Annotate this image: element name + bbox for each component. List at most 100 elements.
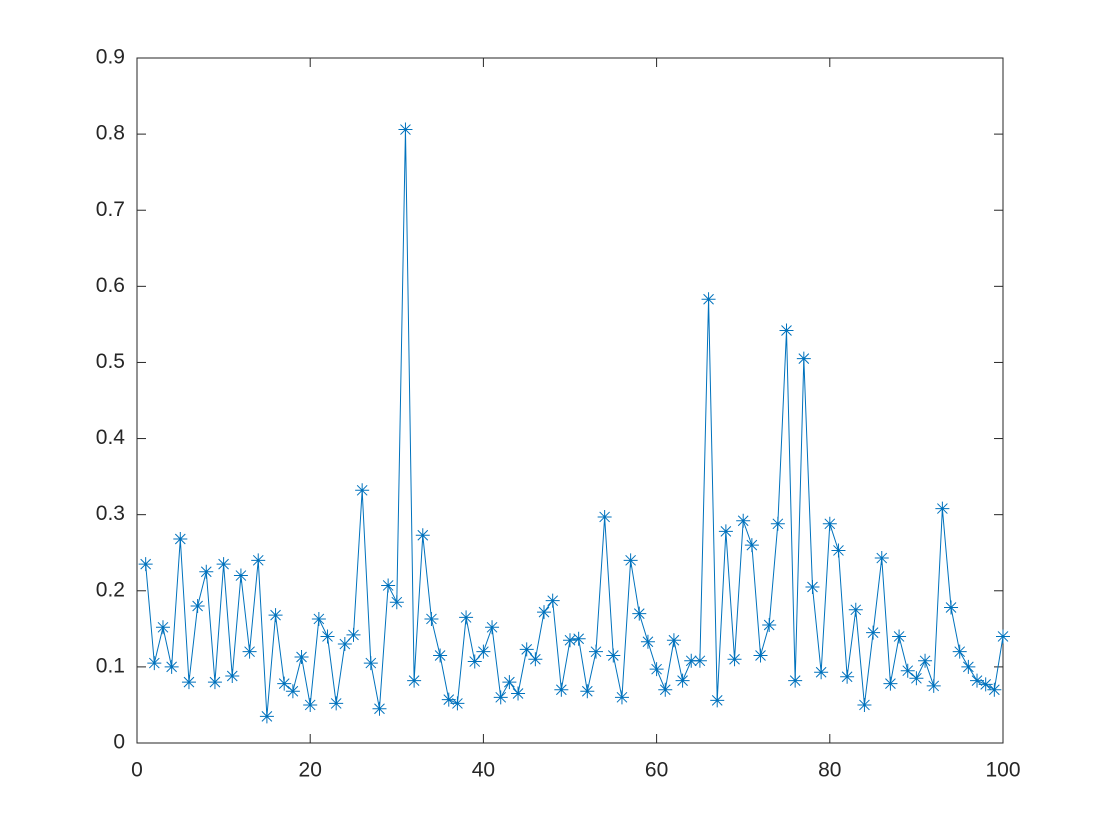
y-tick-label: 0.1 xyxy=(96,654,125,677)
marker xyxy=(277,676,292,691)
marker xyxy=(814,665,829,680)
marker xyxy=(848,602,863,617)
marker xyxy=(441,692,456,707)
marker xyxy=(944,600,959,615)
marker xyxy=(701,292,716,307)
marker xyxy=(857,697,872,712)
marker xyxy=(346,627,361,642)
marker xyxy=(866,625,881,640)
marker xyxy=(398,122,413,137)
marker xyxy=(961,659,976,674)
marker xyxy=(502,675,517,690)
marker xyxy=(632,606,647,621)
marker xyxy=(537,605,552,620)
marker xyxy=(779,323,794,338)
marker xyxy=(467,654,482,669)
marker xyxy=(926,678,941,693)
marker xyxy=(242,644,257,659)
y-tick-label: 0.7 xyxy=(96,198,125,221)
marker xyxy=(831,543,846,558)
marker xyxy=(199,564,214,579)
marker xyxy=(207,675,222,690)
marker xyxy=(909,671,924,686)
marker xyxy=(285,684,300,699)
marker xyxy=(822,516,837,531)
marker xyxy=(970,673,985,688)
marker xyxy=(727,652,742,667)
marker xyxy=(216,557,231,572)
marker xyxy=(181,675,196,690)
marker xyxy=(571,631,586,646)
marker xyxy=(900,663,915,678)
marker xyxy=(433,648,448,663)
x-tick-label: 80 xyxy=(818,759,841,782)
marker xyxy=(718,524,733,539)
marker xyxy=(138,557,153,572)
marker xyxy=(511,686,526,701)
marker xyxy=(762,618,777,633)
x-tick-label: 60 xyxy=(645,759,668,782)
marker xyxy=(606,648,621,663)
marker xyxy=(883,676,898,691)
y-tick-label: 0.8 xyxy=(96,122,125,145)
marker xyxy=(485,620,500,635)
marker xyxy=(796,351,811,366)
marker xyxy=(588,644,603,659)
marker xyxy=(580,684,595,699)
marker xyxy=(147,656,162,671)
marker xyxy=(987,682,1002,697)
y-tick-label: 0.9 xyxy=(96,46,125,69)
marker xyxy=(459,610,474,625)
marker xyxy=(666,633,681,648)
marker xyxy=(528,652,543,667)
marker xyxy=(935,501,950,516)
marker xyxy=(892,629,907,644)
y-tick-label: 0 xyxy=(113,731,125,754)
marker xyxy=(190,599,205,613)
marker xyxy=(381,578,396,593)
marker xyxy=(233,568,248,583)
marker xyxy=(658,682,673,697)
x-tick-label: 100 xyxy=(985,759,1020,782)
marker xyxy=(493,690,508,705)
y-tick-label: 0.2 xyxy=(96,578,125,601)
marker xyxy=(225,669,240,684)
marker xyxy=(164,659,179,674)
marker xyxy=(251,553,266,568)
x-tick-label: 40 xyxy=(472,759,495,782)
x-tick-label: 0 xyxy=(131,759,143,782)
marker xyxy=(519,642,534,657)
marker xyxy=(372,701,387,716)
marker xyxy=(155,620,170,635)
marker xyxy=(770,516,785,531)
y-tick-label: 0.5 xyxy=(96,350,125,373)
marker xyxy=(424,611,439,626)
marker xyxy=(649,662,664,677)
marker xyxy=(692,653,707,668)
marker xyxy=(952,644,967,659)
marker xyxy=(173,532,188,547)
marker xyxy=(355,483,370,498)
marker xyxy=(614,690,629,705)
marker xyxy=(805,579,820,594)
marker xyxy=(554,682,569,697)
marker xyxy=(259,709,274,724)
marker xyxy=(840,669,855,684)
marker xyxy=(294,649,309,664)
marker xyxy=(268,608,283,623)
marker xyxy=(978,677,993,692)
marker xyxy=(329,696,344,711)
marker xyxy=(684,653,699,668)
marker xyxy=(710,693,725,708)
marker xyxy=(337,637,352,652)
y-tick-label: 0.3 xyxy=(96,502,125,525)
marker xyxy=(675,673,690,688)
plot-area xyxy=(136,57,1004,744)
marker xyxy=(736,513,751,528)
marker xyxy=(623,553,638,568)
marker xyxy=(303,697,318,712)
marker xyxy=(320,629,335,644)
y-tick-label: 0.6 xyxy=(96,274,125,297)
marker xyxy=(744,538,759,553)
